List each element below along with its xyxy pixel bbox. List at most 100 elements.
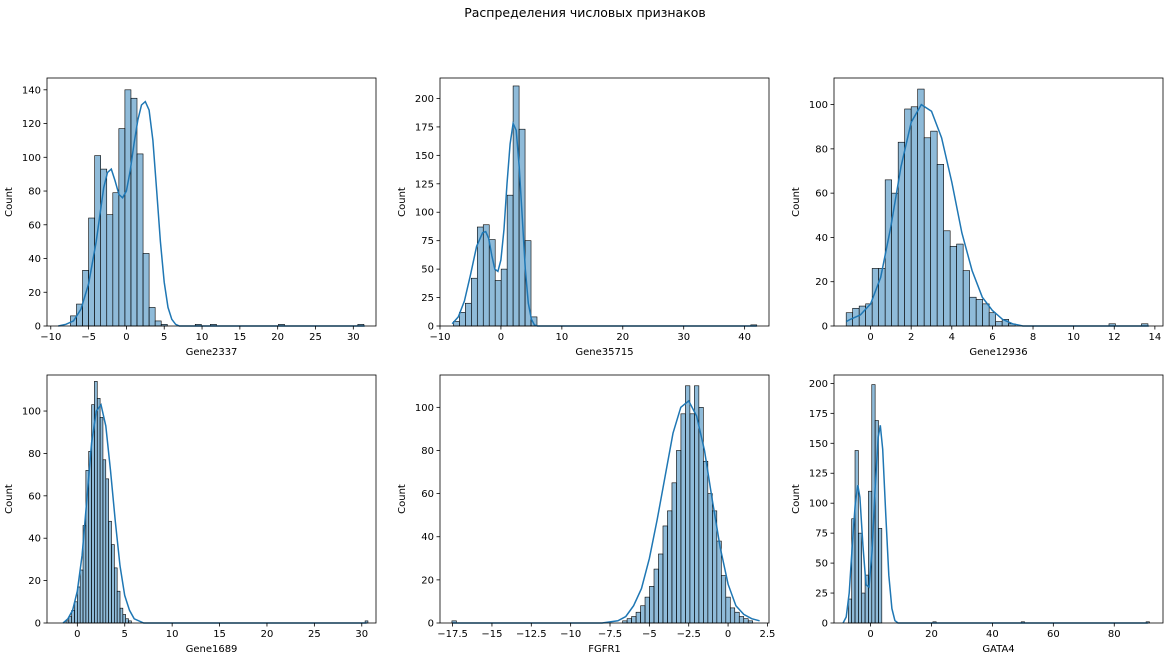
x-tick-label: 5: [122, 629, 128, 640]
histogram-bar: [96, 398, 101, 624]
x-tick-label: 10: [1067, 332, 1080, 343]
y-tick-label: 25: [421, 293, 434, 304]
x-tick-label: −10: [560, 629, 581, 640]
x-tick-label: 0: [867, 332, 873, 343]
x-axis-label: GATA4: [982, 644, 1014, 655]
x-tick-label: 15: [233, 332, 246, 343]
histogram-bar: [716, 540, 722, 624]
x-tick-label: 40: [738, 332, 751, 343]
histogram-bar: [854, 450, 859, 624]
histogram-bar: [667, 510, 673, 624]
y-tick-label: 140: [22, 85, 41, 96]
y-tick-label: 60: [421, 489, 434, 500]
histogram-bar: [122, 614, 126, 624]
y-tick-label: 100: [415, 208, 434, 219]
y-tick-label: 50: [815, 559, 828, 570]
histogram-bar: [82, 270, 89, 327]
histogram-bar: [904, 108, 912, 327]
y-tick-label: 40: [815, 233, 828, 244]
histogram-bar: [685, 385, 691, 624]
histogram-bar: [102, 459, 107, 624]
kde-line: [842, 425, 1148, 624]
y-tick-label: 0: [822, 619, 828, 630]
x-tick-label: 0: [725, 629, 731, 640]
y-tick-label: 0: [822, 322, 828, 333]
x-tick-label: 6: [989, 332, 995, 343]
kde-line: [451, 120, 757, 327]
x-axis-label: Gene35715: [575, 347, 633, 358]
y-tick-label: 120: [22, 119, 41, 130]
subplot-5: −17.5 −15 −12.5 −10 −7.5 −5 −2.5 0 2.5 0 20 40 60 80 1…: [397, 374, 775, 655]
histogram-bar: [689, 413, 695, 624]
histogram-bar: [743, 618, 749, 624]
histogram-bar: [861, 592, 866, 624]
x-tick-label: 30: [347, 332, 360, 343]
x-tick-label: 10: [166, 629, 179, 640]
kde-line: [452, 399, 760, 624]
x-tick-label: 10: [555, 332, 568, 343]
y-tick-label: 40: [28, 254, 41, 265]
axes-frame: [439, 374, 770, 624]
histogram-bar: [640, 605, 646, 624]
histogram-bar: [631, 616, 637, 624]
x-tick-label: −15: [481, 629, 502, 640]
y-tick-label: 80: [421, 446, 434, 457]
x-tick-label: 2: [908, 332, 914, 343]
x-tick-label: 40: [986, 629, 999, 640]
histogram-bar: [962, 270, 970, 327]
histogram-bar: [74, 601, 78, 624]
y-tick-label: 100: [415, 403, 434, 414]
subplot-2: −10 0 10 20 30 400255075100125150175200Gene35…: [397, 77, 770, 358]
histogram-bar: [635, 611, 641, 624]
histogram-bar: [848, 598, 852, 624]
y-tick-label: 75: [421, 236, 434, 247]
y-tick-label: 20: [421, 575, 434, 586]
x-tick-label: −2.5: [677, 629, 701, 640]
x-tick-label: −12.5: [516, 629, 547, 640]
y-tick-label: 125: [415, 179, 434, 190]
x-tick-label: 20: [925, 629, 938, 640]
histogram-bar: [676, 450, 682, 624]
y-tick-label: 175: [415, 122, 434, 133]
histogram-bar: [725, 596, 731, 624]
y-tick-label: 100: [22, 407, 41, 418]
x-tick-label: 14: [1149, 332, 1162, 343]
histogram-bar: [512, 85, 520, 327]
y-tick-label: 20: [815, 277, 828, 288]
y-tick-label: 25: [815, 589, 828, 600]
histogram-bar: [111, 544, 115, 624]
y-tick-label: 0: [35, 619, 41, 630]
axes-frame: [439, 77, 770, 327]
x-axis-label: FGFR1: [588, 644, 621, 655]
histogram-bar: [738, 616, 745, 624]
x-tick-label: 20: [616, 332, 629, 343]
histogram-bar: [459, 312, 466, 327]
y-axis-label: Count: [791, 187, 802, 217]
y-tick-label: 75: [815, 529, 828, 540]
histogram-bar: [653, 568, 659, 624]
x-tick-label: 20: [261, 629, 274, 640]
x-tick-label: 60: [1047, 629, 1060, 640]
y-tick-label: 80: [28, 187, 41, 198]
y-tick-label: 175: [809, 409, 828, 420]
y-tick-label: 0: [428, 619, 434, 630]
kde-line: [62, 402, 367, 624]
histogram-bar: [488, 239, 496, 327]
histogram-bar: [518, 128, 526, 327]
histogram-bar: [658, 553, 664, 624]
y-axis-label: Count: [397, 187, 408, 217]
figure-title: Распределения числовых признаков: [464, 5, 706, 20]
histogram-bar: [703, 460, 709, 624]
histogram-bar: [112, 192, 120, 327]
subplot-4: 0 5 10 15 20 25 30 0 20 40 60 80 100 Gene1689 Count: [4, 374, 377, 655]
subplot-6: 0 20 40 60 80 0 25 50 75 100 125 150 175 200 GATA4 Coun…: [791, 374, 1164, 655]
y-tick-label: 40: [28, 534, 41, 545]
histogram-bar: [671, 482, 677, 624]
y-tick-label: 80: [28, 449, 41, 460]
x-axis-label: Gene2337: [186, 347, 238, 358]
x-tick-label: −5: [642, 629, 657, 640]
histogram-bar: [79, 569, 84, 624]
kde-line: [58, 100, 365, 327]
x-tick-label: 25: [308, 629, 321, 640]
